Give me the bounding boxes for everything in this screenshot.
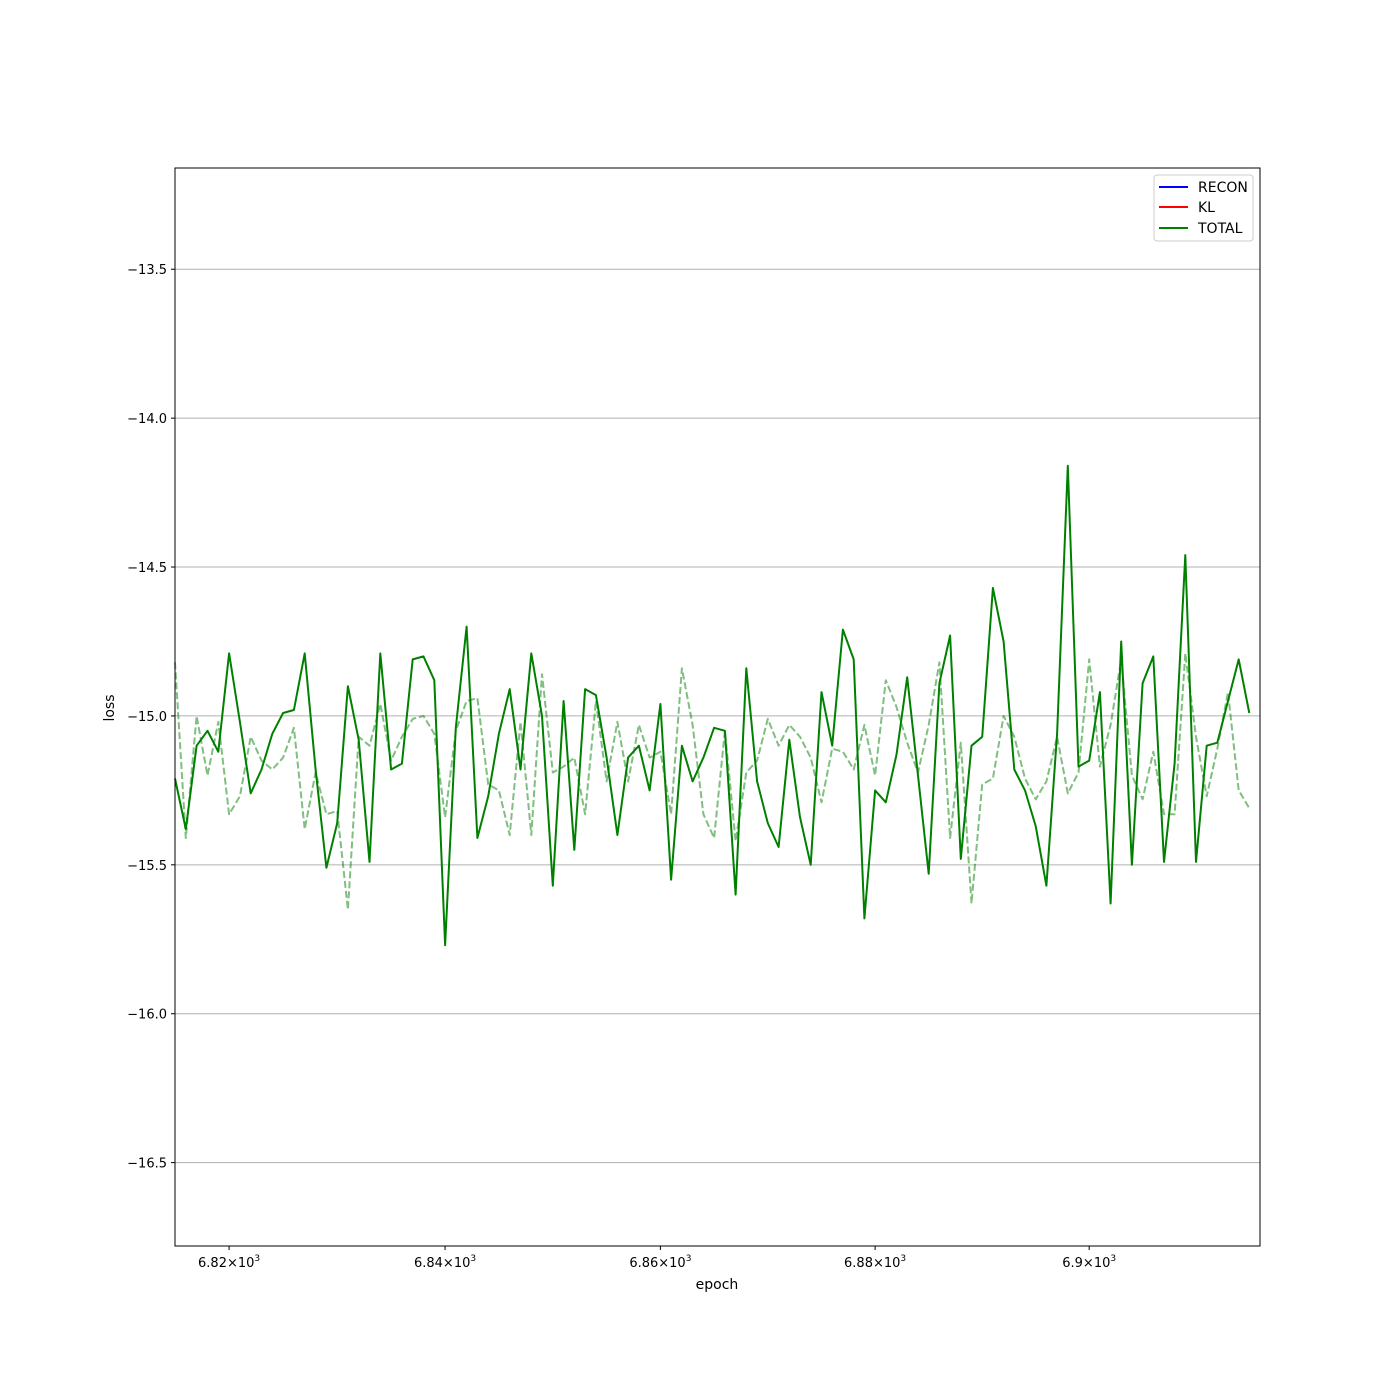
y-tick-label: −15.5 bbox=[127, 859, 167, 874]
legend: RECON KL TOTAL bbox=[1153, 174, 1254, 242]
x-tick-label: 6.82×103 bbox=[198, 1254, 260, 1271]
y-tick-label: −14.5 bbox=[127, 561, 167, 576]
plot-frame bbox=[174, 167, 1261, 1247]
y-tick-label: −16.0 bbox=[127, 1008, 167, 1023]
y-tick-label: −13.5 bbox=[127, 263, 167, 278]
grid bbox=[175, 268, 1260, 1164]
series-line-total bbox=[174, 464, 1251, 947]
y-axis: −13.5 −14.0 −14.5 −15.0 −15.5 −16.0 −16.5 bbox=[127, 263, 175, 1172]
series-line-total-dashed bbox=[174, 652, 1251, 911]
y-axis-label: loss bbox=[102, 694, 118, 721]
x-tick-label: 6.9×103 bbox=[1062, 1254, 1116, 1271]
x-axis: 6.82×103 6.84×103 6.86×103 6.88×103 6.9×103 bbox=[198, 1246, 1116, 1271]
y-tick-label: −16.5 bbox=[127, 1157, 167, 1172]
series-group bbox=[174, 464, 1251, 947]
legend-label-kl: KL bbox=[1198, 200, 1215, 216]
x-tick-label: 6.84×103 bbox=[414, 1254, 476, 1271]
x-tick-label: 6.86×103 bbox=[629, 1254, 691, 1271]
legend-label-recon: RECON bbox=[1198, 180, 1248, 196]
x-tick-label: 6.88×103 bbox=[844, 1254, 906, 1271]
y-tick-label: −14.0 bbox=[127, 412, 167, 427]
legend-label-total: TOTAL bbox=[1197, 221, 1243, 237]
x-axis-label: epoch bbox=[696, 1277, 739, 1293]
y-tick-label: −15.0 bbox=[127, 710, 167, 725]
legend-box bbox=[1153, 174, 1254, 242]
plot-area bbox=[175, 168, 1260, 1246]
